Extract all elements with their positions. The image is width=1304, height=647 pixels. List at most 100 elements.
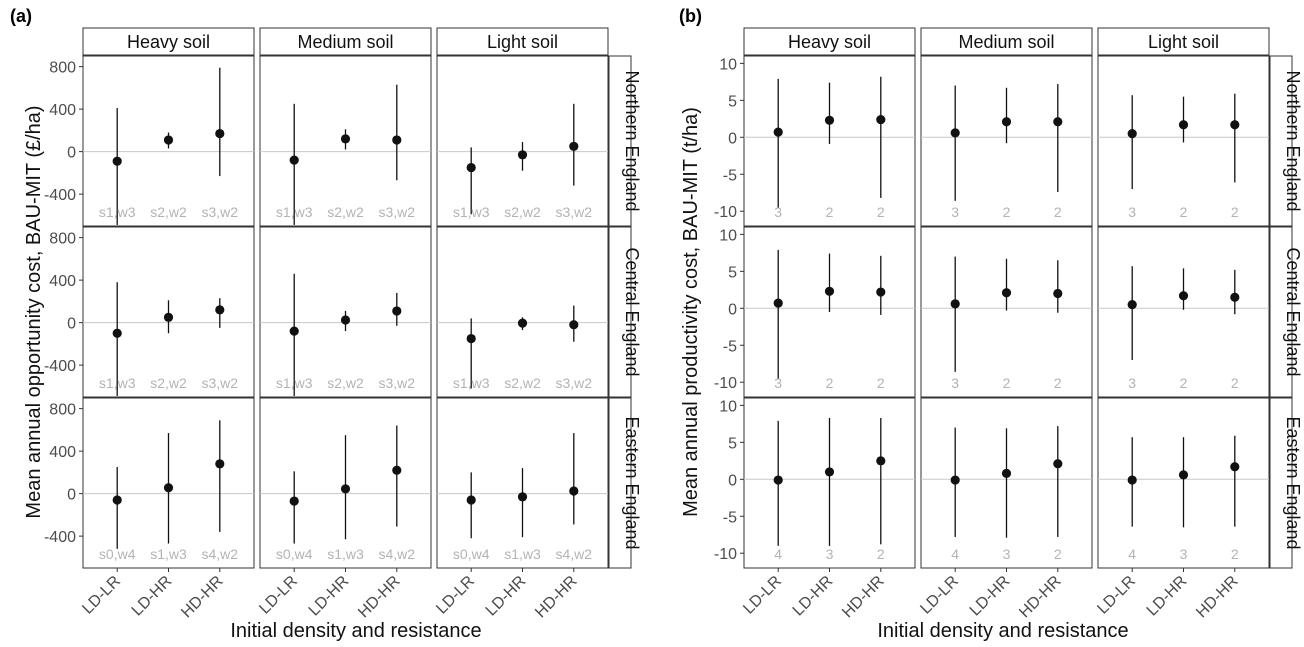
facet-panel: s0,w4 s1,w3 s4,w2 [82, 397, 255, 569]
data-point [773, 298, 783, 308]
facet-column-label: Heavy soil [127, 32, 210, 52]
data-point [163, 483, 174, 493]
point-annotation: 2 [1180, 204, 1188, 220]
data-point [340, 315, 351, 325]
point-annotation: 3 [1128, 204, 1136, 220]
point-annotation: s3,w2 [379, 204, 416, 220]
data-point [112, 495, 122, 505]
data-point [1230, 292, 1240, 302]
data-point [466, 162, 476, 173]
y-tick-label: 800 [49, 231, 76, 248]
facet-strip-row [1269, 55, 1293, 227]
point-annotation: s2,w2 [150, 375, 187, 391]
point-annotation: s3,w2 [556, 204, 593, 220]
point-annotation: 2 [826, 204, 834, 220]
facet-row-label: Central England [622, 247, 642, 376]
chart-panel-b: (b) Mean annual productivity cost, BAU-MI… [679, 6, 1303, 642]
data-point [1053, 459, 1063, 469]
facet-panel: 4 3 2 [920, 397, 1093, 569]
y-tick-label: 10 [719, 56, 737, 73]
x-tick-label: LD-HR [483, 573, 530, 620]
facet-panel: s0,w4 s1,w3 s4,w2 [436, 397, 609, 569]
point-annotation: s3,w2 [379, 375, 416, 391]
point-annotation: s3,w2 [556, 375, 593, 391]
data-point [1001, 288, 1012, 298]
point-annotation: 2 [826, 375, 834, 391]
x-tick-label: LD-HR [129, 573, 176, 620]
data-point [517, 318, 528, 328]
data-point [569, 141, 579, 151]
facet-panel: 3 2 2 [920, 226, 1093, 398]
data-point [466, 495, 476, 505]
facet-strip-row [608, 226, 632, 398]
data-point [1127, 129, 1137, 139]
data-point [1178, 291, 1189, 301]
data-point [215, 128, 225, 139]
point-annotation: s2,w2 [504, 375, 541, 391]
point-annotation: 2 [1231, 204, 1239, 220]
point-annotation: 2 [1231, 375, 1239, 391]
x-tick-label: HD-HR [355, 573, 403, 621]
point-annotation: 4 [951, 546, 959, 562]
facet-row-label: Northern England [622, 70, 642, 211]
facet-column-label: Light soil [487, 32, 558, 52]
point-annotation: s3,w2 [202, 204, 239, 220]
point-annotation: 2 [1054, 204, 1062, 220]
panel-letter: (a) [10, 6, 32, 26]
data-point [950, 128, 960, 138]
y-axis-title: Mean annual opportunity cost, BAU-MIT (£… [23, 105, 45, 518]
data-point [1230, 120, 1240, 130]
facet-column-label: Medium soil [297, 32, 393, 52]
data-point [1127, 300, 1137, 310]
facet-column-label: Heavy soil [788, 32, 871, 52]
y-tick-label: 5 [728, 435, 737, 452]
y-tick-label: 5 [728, 264, 737, 281]
facet-strip-row [1269, 397, 1293, 569]
y-tick-label: 400 [49, 102, 76, 119]
facet-panel: s1,w3 s2,w2 s3,w2 [436, 55, 609, 227]
facet-panel: 3 2 2 [920, 55, 1093, 227]
data-point [289, 496, 299, 506]
data-point [876, 114, 886, 125]
data-point [1053, 288, 1063, 299]
facet-panel: 4 3 2 [743, 397, 916, 569]
data-point [824, 467, 835, 477]
x-tick-label: LD-LR [433, 573, 478, 618]
y-tick-label: -400 [44, 187, 76, 204]
x-axis-title: Initial density and resistance [230, 620, 481, 642]
facet-panel: 3 2 2 [1097, 226, 1270, 398]
point-annotation: 3 [1128, 375, 1136, 391]
point-annotation: s2,w2 [327, 204, 364, 220]
point-annotation: s1,w3 [276, 204, 313, 220]
x-tick-label: LD-HR [306, 573, 353, 620]
point-annotation: 2 [877, 546, 885, 562]
panel-letter: (b) [679, 6, 702, 26]
point-annotation: s1,w3 [453, 204, 490, 220]
y-tick-label: 10 [719, 227, 737, 244]
y-tick-label: 5 [728, 93, 737, 110]
point-annotation: 2 [1054, 546, 1062, 562]
facet-column-label: Medium soil [958, 32, 1054, 52]
data-point [163, 135, 174, 145]
x-tick-label: HD-HR [178, 573, 226, 621]
point-annotation: s2,w2 [150, 204, 187, 220]
facet-panel: s1,w3 s2,w2 s3,w2 [259, 55, 432, 227]
y-tick-label: 0 [728, 472, 737, 489]
chart-panel-a: (a) Mean annual opportunity cost, BAU-MIT… [10, 6, 642, 642]
data-point [1178, 120, 1189, 130]
data-point [950, 475, 960, 485]
x-tick-label: LD-HR [1144, 573, 1191, 620]
data-point [392, 465, 402, 475]
y-tick-label: -10 [714, 204, 737, 221]
point-annotation: s4,w2 [379, 546, 416, 562]
facet-strip-row [1269, 226, 1293, 398]
data-point [1001, 468, 1012, 478]
x-tick-label: LD-LR [1094, 573, 1139, 618]
point-annotation: s1,w3 [99, 375, 136, 391]
y-tick-label: 0 [67, 145, 76, 162]
facet-strip-row [608, 397, 632, 569]
data-point [340, 134, 351, 144]
point-annotation: 2 [1180, 375, 1188, 391]
